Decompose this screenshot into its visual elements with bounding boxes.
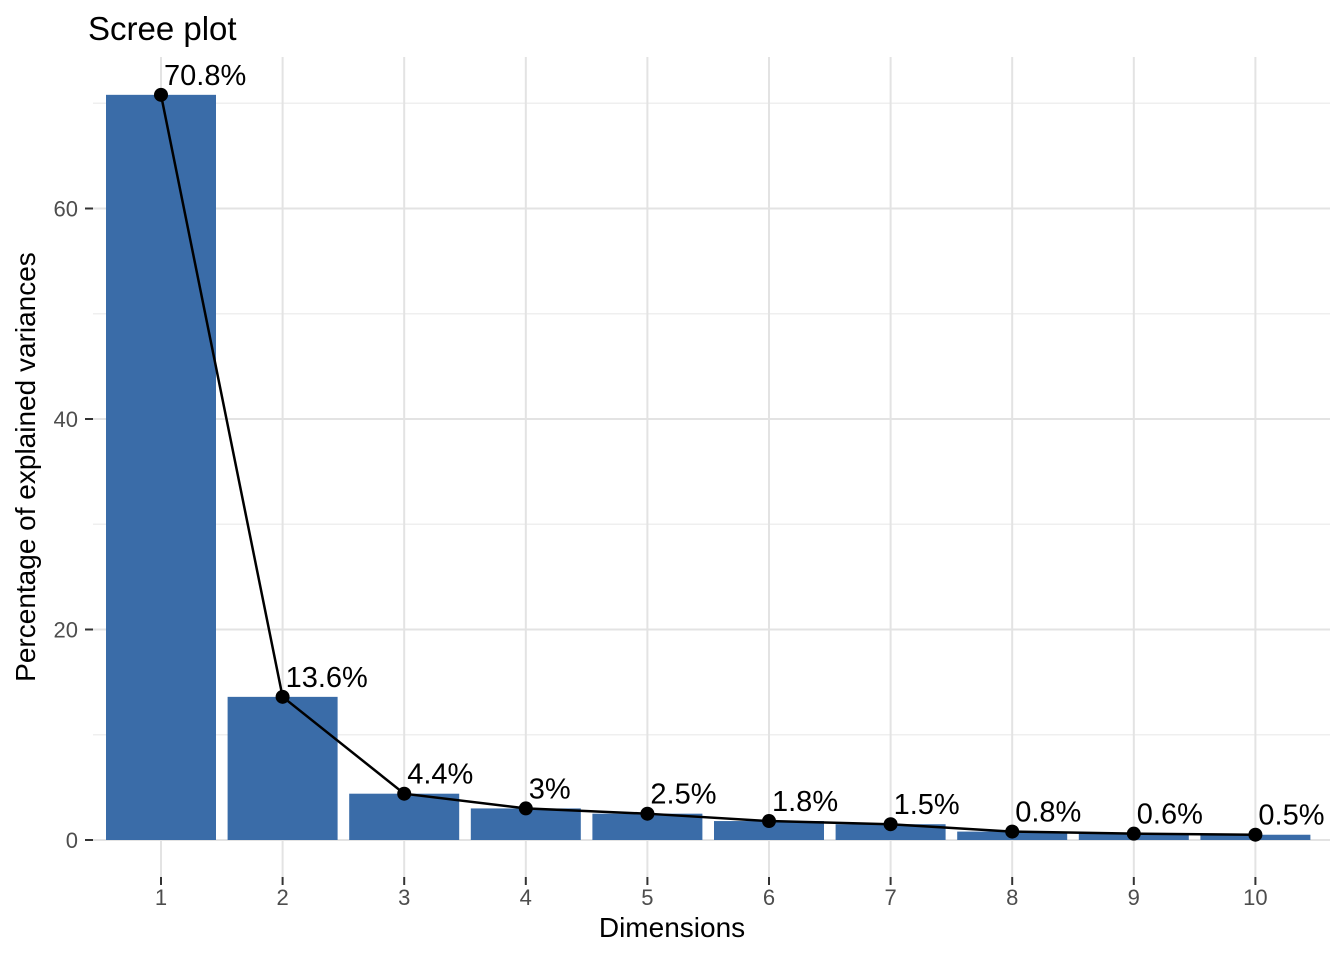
data-point [640,806,655,821]
x-axis-title: Dimensions [598,912,746,943]
x-tick-label: 3 [398,885,410,910]
data-point [154,87,168,102]
point-label: 70.8% [164,60,246,92]
data-point [275,689,290,704]
y-tick-label: 40 [54,407,78,432]
y-tick-label: 60 [54,197,78,222]
point-label: 13.6% [286,662,368,694]
y-tick-label: 20 [54,618,78,643]
bar [349,793,460,840]
x-tick-label: 5 [641,885,653,910]
bar [106,94,216,840]
x-tick-label: 8 [1006,885,1018,910]
chart-title: Scree plot [88,10,237,47]
x-tick-label: 7 [884,885,896,910]
point-label: 1.5% [894,789,960,821]
bar [835,824,946,840]
data-point [1005,824,1020,839]
bar [714,821,824,840]
trend-line [159,94,1256,836]
y-axis-title: Percentage of explained variances [10,252,41,682]
bar [227,696,338,840]
data-point [518,801,533,816]
y-tick-label: 0 [66,828,78,853]
point-label: 0.8% [1015,797,1081,829]
x-tick-label: 2 [276,885,288,910]
x-tick-label: 9 [1128,885,1140,910]
x-tick-label: 6 [763,885,775,910]
data-point [762,814,776,829]
data-point [883,817,898,832]
data-point [1248,827,1263,842]
data-point [1126,826,1141,841]
x-tick-label: 4 [520,885,532,910]
point-label: 1.8% [772,786,838,818]
point-label: 4.4% [407,759,473,791]
point-label: 0.6% [1137,799,1203,831]
data-point [397,786,412,801]
point-label: 0.5% [1258,800,1324,832]
x-tick-label: 10 [1243,885,1267,910]
x-tick-label: 1 [155,885,167,910]
point-label: 3% [529,773,571,805]
point-label: 2.5% [650,779,716,811]
